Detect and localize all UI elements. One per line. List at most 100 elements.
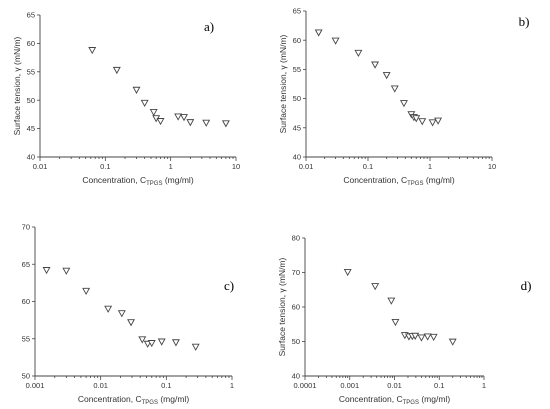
x-axis-title: Concentration, CTPGS (mg/ml) (339, 394, 450, 406)
x-tick-label: 0.01 (387, 381, 402, 390)
data-point (171, 339, 180, 347)
x-axis-title: Concentration, CTPGS (mg/ml) (82, 175, 193, 187)
x-axis-title-subscript: TPGS (142, 400, 158, 406)
x-tick-label: 1 (482, 381, 486, 390)
y-tick-label: 55 (22, 334, 30, 343)
data-point (412, 115, 421, 123)
data-point (174, 113, 183, 121)
chart-panel-1: 40 45 50 55 60 65 0.01 0.1 1 10 Concentration, CTP… (12, 11, 240, 187)
panel-label: d) (521, 278, 532, 293)
data-point (354, 49, 363, 58)
data-point (140, 99, 149, 108)
data-point (147, 340, 156, 348)
panel-label: c) (224, 278, 234, 293)
data-point (42, 267, 51, 275)
y-tick-label: 45 (293, 123, 301, 132)
x-tick-label: 0.1 (363, 162, 373, 171)
data-point (371, 283, 380, 291)
data-point (138, 336, 147, 344)
data-point (371, 61, 380, 69)
data-point (314, 29, 323, 37)
y-tick-label: 60 (27, 39, 35, 48)
chart-panel-2: 40 45 50 55 60 65 0.01 0.1 1 10 Concentration, CTP… (278, 7, 529, 187)
x-tick-label: 0.1 (161, 381, 171, 390)
x-tick-label: 0.1 (100, 162, 110, 171)
y-tick-label: 40 (27, 153, 35, 162)
data-point (429, 333, 438, 341)
y-tick-label: 65 (22, 260, 30, 269)
data-point (399, 100, 408, 108)
x-tick-label: 0.0001 (294, 381, 317, 390)
data-point (391, 319, 400, 327)
y-tick-label: 50 (293, 94, 301, 103)
x-axis-title-unit: (mg/ml) (423, 175, 454, 185)
x-axis-title-main: Concentration, C (78, 394, 142, 404)
x-axis-title-main: Concentration, C (343, 175, 407, 185)
x-tick-label: 10 (488, 162, 496, 171)
x-tick-label: 1 (428, 162, 432, 171)
data-point (387, 297, 396, 305)
y-tick-label: 40 (292, 372, 300, 381)
y-tick-label: 50 (292, 337, 300, 346)
x-axis-title: Concentration, CTPGS (mg/ml) (78, 394, 189, 406)
x-axis-title-unit: (mg/ml) (419, 394, 450, 404)
data-point (448, 338, 457, 346)
data-point (202, 119, 211, 127)
y-tick-label: 50 (27, 96, 35, 105)
data-point (132, 86, 141, 94)
panel-label: b) (519, 14, 530, 29)
y-tick-label: 45 (27, 124, 35, 133)
chart-panel-4: 40 50 60 70 80 0.0001 0.001 0.01 0.1 1 Concentrati… (277, 234, 531, 406)
x-tick-label: 0.001 (26, 381, 45, 390)
panel-label: a) (204, 19, 214, 34)
y-axis-title: Surface tension, γ (mN/m) (277, 257, 287, 356)
data-point (88, 47, 97, 55)
y-tick-label: 40 (293, 153, 301, 162)
data-point (331, 37, 340, 45)
y-tick-label: 55 (293, 65, 301, 74)
y-axis-title: Surface tension, γ (mN/m) (278, 34, 288, 133)
x-axis-title-subscript: TPGS (403, 400, 419, 406)
data-point (117, 310, 126, 318)
y-tick-label: 60 (292, 303, 300, 312)
x-axis-title-subscript: TPGS (146, 181, 162, 187)
x-tick-label: 0.01 (93, 381, 108, 390)
data-point (104, 305, 113, 313)
y-tick-label: 50 (22, 372, 30, 381)
data-point (382, 72, 391, 80)
x-axis-title-main: Concentration, C (82, 175, 146, 185)
y-axis-title: Surface tension, γ (mN/m) (12, 36, 22, 135)
y-tick-label: 65 (27, 11, 35, 20)
x-tick-label: 0.1 (434, 381, 444, 390)
x-tick-label: 0.01 (33, 162, 48, 171)
data-point (149, 108, 158, 117)
data-point (411, 332, 420, 340)
y-tick-label: 70 (22, 223, 30, 232)
x-axis-title: Concentration, CTPGS (mg/ml) (343, 175, 454, 187)
x-axis-title-main: Concentration, C (339, 394, 403, 404)
x-axis-title-unit: (mg/ml) (158, 394, 189, 404)
data-point (390, 85, 399, 93)
data-point (82, 287, 91, 296)
data-point (156, 118, 165, 126)
data-point (417, 334, 426, 342)
y-tick-label: 65 (293, 7, 301, 16)
x-tick-label: 10 (232, 162, 240, 171)
data-point (423, 333, 432, 341)
data-point (127, 319, 135, 327)
x-tick-label: 0.001 (340, 381, 359, 390)
x-tick-label: 1 (230, 381, 234, 390)
x-tick-label: 1 (169, 162, 173, 171)
data-point (180, 114, 188, 122)
data-point (62, 267, 71, 275)
x-axis-title-unit: (mg/ml) (162, 175, 193, 185)
y-tick-label: 60 (22, 297, 30, 306)
data-point (343, 268, 352, 277)
data-point (112, 66, 121, 75)
data-point (221, 120, 230, 128)
chart-panel-3: 50 55 60 65 70 0.001 0.01 0.1 1 Concentration, CT… (22, 223, 234, 406)
data-point (428, 119, 437, 127)
y-tick-label: 70 (292, 268, 300, 277)
y-tick-label: 80 (292, 234, 300, 243)
